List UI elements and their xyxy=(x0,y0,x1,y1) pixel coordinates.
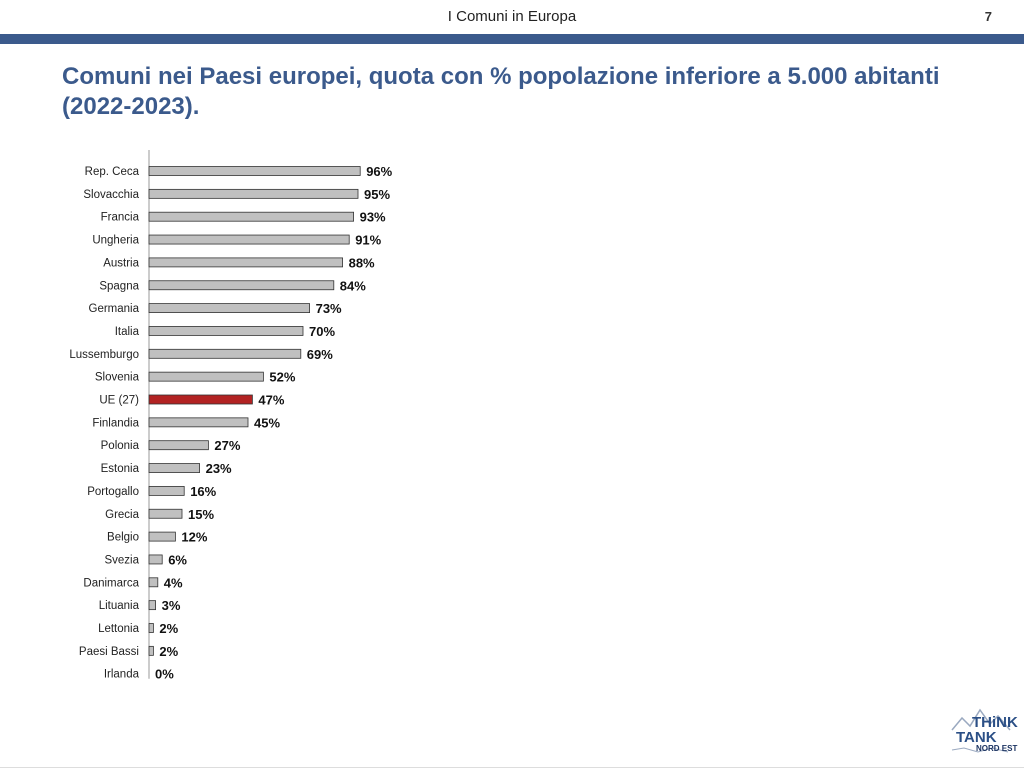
bar xyxy=(148,485,185,496)
category-label: Spagna xyxy=(99,280,139,292)
value-label: 3% xyxy=(162,598,181,613)
value-label: 2% xyxy=(159,644,178,659)
bar xyxy=(148,554,163,565)
header-bar xyxy=(0,34,1024,44)
bar xyxy=(148,234,350,245)
value-label: 88% xyxy=(349,255,375,270)
category-label: Portogallo xyxy=(87,486,139,498)
value-label: 52% xyxy=(269,370,295,385)
value-label: 95% xyxy=(364,187,390,202)
value-label: 70% xyxy=(309,324,335,339)
header-title: I Comuni in Europa xyxy=(447,8,577,25)
bar xyxy=(148,188,359,199)
value-label: 15% xyxy=(188,507,214,522)
bar xyxy=(148,508,183,519)
bar xyxy=(148,577,159,588)
bar xyxy=(148,166,361,176)
bar xyxy=(148,257,344,268)
bar xyxy=(148,371,264,382)
value-label: 0% xyxy=(155,667,174,682)
bar xyxy=(148,348,302,359)
category-label: Germania xyxy=(89,303,140,315)
bar xyxy=(148,623,154,633)
category-label: Svezia xyxy=(104,554,139,566)
bar xyxy=(148,280,335,291)
category-label: Lituania xyxy=(99,600,140,612)
category-label: Belgio xyxy=(107,532,139,544)
value-label: 45% xyxy=(254,415,280,430)
category-label: Irlanda xyxy=(104,669,140,681)
bar xyxy=(148,440,209,451)
bar xyxy=(148,600,156,611)
bar xyxy=(148,394,253,405)
category-label: Finlandia xyxy=(92,417,139,429)
bar xyxy=(148,303,311,314)
bar xyxy=(148,211,355,222)
category-label: Paesi Bassi xyxy=(79,646,139,658)
category-label: Estonia xyxy=(101,463,140,475)
value-label: 84% xyxy=(340,278,366,293)
slide-title: Comuni nei Paesi europei, quota con % po… xyxy=(62,63,940,120)
category-label: Slovenia xyxy=(95,372,140,384)
think-tank-logo xyxy=(951,708,1011,753)
value-label: 69% xyxy=(307,347,333,362)
category-label: Danimarca xyxy=(83,577,139,589)
category-label: Lettonia xyxy=(98,623,140,635)
value-label: 6% xyxy=(168,552,187,567)
category-label: Polonia xyxy=(101,440,140,452)
value-label: 91% xyxy=(355,233,381,248)
value-label: 27% xyxy=(214,438,240,453)
value-label: 2% xyxy=(159,621,178,636)
value-label: 4% xyxy=(164,575,183,590)
bar xyxy=(148,645,154,656)
category-label: UE (27) xyxy=(99,395,139,407)
logo-think: THiNK xyxy=(972,714,1018,731)
bar xyxy=(148,417,249,428)
value-label: 23% xyxy=(206,461,232,476)
value-label: 47% xyxy=(258,393,284,408)
bar xyxy=(148,531,176,542)
category-label: Slovacchia xyxy=(83,189,139,201)
category-label: Italia xyxy=(115,326,140,338)
value-label: 12% xyxy=(181,530,207,545)
category-label: Rep. Ceca xyxy=(85,166,140,178)
category-label: Francia xyxy=(101,212,140,224)
logo-nordest: NORD EST xyxy=(976,744,1018,753)
category-label: Ungheria xyxy=(92,235,139,247)
bar xyxy=(148,326,304,336)
logo-tank: TANK xyxy=(956,729,997,746)
category-label: Lussemburgo xyxy=(69,349,139,361)
page-number: 7 xyxy=(984,9,992,24)
value-label: 93% xyxy=(360,210,386,225)
category-label: Austria xyxy=(103,257,139,269)
value-label: 16% xyxy=(190,484,216,499)
category-label: Grecia xyxy=(105,509,139,521)
value-label: 73% xyxy=(316,301,342,316)
value-label: 96% xyxy=(366,164,392,179)
bar-chart: Rep. Ceca 96% Slovacchia 95% Francia 93% Unghe… xyxy=(69,150,393,682)
bar xyxy=(148,463,200,473)
